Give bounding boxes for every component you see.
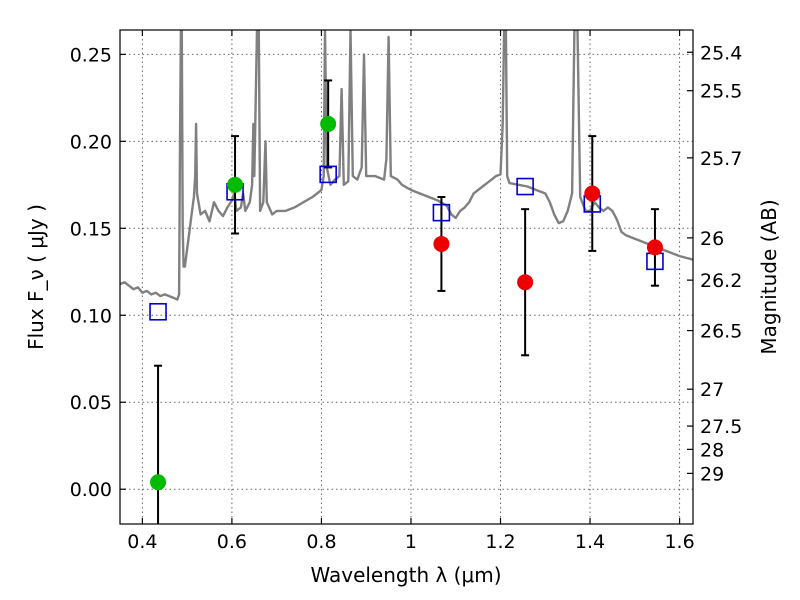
plot-area bbox=[120, 30, 693, 301]
x-tick-label: 0.8 bbox=[306, 531, 336, 553]
magnitude-tick-label: 26.5 bbox=[700, 321, 742, 343]
model-spectrum-line bbox=[120, 30, 693, 301]
plot-frame bbox=[119, 29, 694, 525]
data-points bbox=[149, 79, 664, 524]
y-tick-label: 0.20 bbox=[70, 131, 112, 153]
axes: 0.4 0.6 0.8 1 1.2 1.4 1.6 0.00 0.05 0.10 0.15 0.20 0… bbox=[70, 30, 742, 553]
x-tick-label: 1.4 bbox=[575, 531, 605, 553]
model-photometry-point bbox=[319, 165, 337, 184]
observed-flux-point bbox=[227, 176, 244, 193]
x-tick-label: 0.4 bbox=[127, 531, 157, 553]
magnitude-tick-label: 27.5 bbox=[700, 416, 742, 438]
y-tick-label: 0.05 bbox=[70, 392, 112, 414]
x-tick-label: 0.6 bbox=[217, 531, 247, 553]
magnitude-tick-label: 25.4 bbox=[700, 42, 742, 64]
x-tick-label: 1.6 bbox=[664, 531, 694, 553]
y-tick-label: 0.00 bbox=[70, 479, 112, 501]
magnitude-tick-label: 27 bbox=[700, 379, 724, 401]
x-tick-label: 1 bbox=[405, 531, 417, 553]
y-axis-right-label: Magnitude (AB) bbox=[757, 199, 781, 354]
magnitude-tick-label: 29 bbox=[700, 463, 724, 485]
model-photometry-point bbox=[432, 203, 451, 222]
observed-flux-point bbox=[320, 115, 337, 132]
observed-flux-point bbox=[517, 274, 534, 291]
y-tick-label: 0.15 bbox=[70, 218, 112, 240]
observed-flux-point bbox=[433, 235, 450, 252]
plot-background bbox=[120, 30, 693, 524]
x-tick-label: 1.2 bbox=[485, 531, 515, 553]
x-axis-label: Wavelength λ (μm) bbox=[310, 563, 501, 587]
observed-flux-point bbox=[646, 239, 663, 256]
magnitude-tick-label: 28 bbox=[700, 439, 724, 461]
observed-flux-point bbox=[584, 185, 601, 202]
y-tick-label: 0.25 bbox=[70, 44, 112, 66]
model-photometry-point bbox=[149, 302, 167, 321]
magnitude-tick-label: 25.7 bbox=[700, 148, 742, 170]
observed-flux-point bbox=[150, 474, 167, 491]
magnitude-tick-label: 25.5 bbox=[700, 81, 742, 103]
grid bbox=[120, 30, 693, 524]
y-tick-label: 0.10 bbox=[70, 305, 112, 327]
magnitude-tick-label: 26 bbox=[700, 228, 724, 250]
y-axis-label: Flux F_ν ( μJy ) bbox=[24, 204, 48, 350]
model-photometry-point bbox=[516, 177, 534, 196]
magnitude-tick-label: 26.2 bbox=[700, 270, 742, 292]
